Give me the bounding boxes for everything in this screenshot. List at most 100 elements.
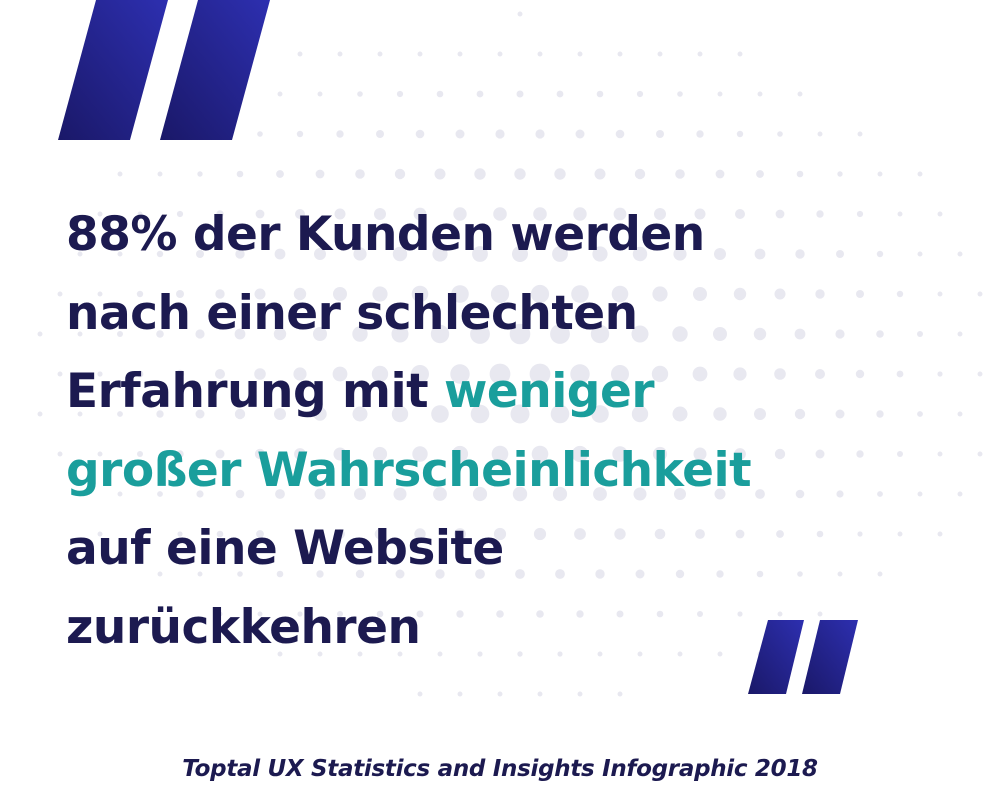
background-dot (436, 90, 444, 98)
background-dot (517, 11, 523, 17)
quote-line-2: nach einer schlechten (66, 285, 638, 341)
background-dot (215, 449, 225, 459)
background-dot (197, 571, 203, 577)
background-dot (97, 371, 103, 377)
background-dot (733, 367, 747, 381)
background-dot (957, 251, 963, 257)
background-dot (635, 569, 645, 579)
background-dot (631, 325, 649, 343)
background-dot (815, 449, 825, 459)
background-dot (297, 51, 303, 57)
background-dot (137, 531, 143, 537)
background-dot (656, 130, 664, 138)
background-dot (377, 51, 383, 57)
background-dot (175, 369, 185, 379)
background-dot (372, 286, 388, 302)
background-dot (977, 371, 983, 377)
background-dot (491, 445, 509, 463)
background-dot (857, 531, 863, 537)
background-dot (714, 488, 726, 500)
background-dot (713, 327, 727, 341)
background-dot (877, 571, 883, 577)
background-dot (754, 248, 766, 260)
background-dot (577, 691, 583, 697)
background-dot (470, 324, 490, 344)
background-dot (234, 328, 246, 340)
background-dot (517, 651, 523, 657)
background-dot (474, 168, 486, 180)
background-dot (77, 331, 83, 337)
background-dot (176, 210, 184, 218)
background-dot (196, 250, 204, 258)
background-dot (254, 368, 266, 380)
background-dot (550, 404, 570, 424)
background-dot (574, 528, 586, 540)
background-dot (594, 168, 606, 180)
background-dot (533, 527, 547, 541)
background-dot (777, 611, 783, 617)
background-dot (937, 371, 943, 377)
background-dot (295, 529, 305, 539)
background-dot (815, 289, 825, 299)
background-dot (57, 371, 63, 377)
background-dot (897, 531, 903, 537)
background-dot (117, 171, 123, 177)
background-dot (97, 451, 103, 457)
quote-highlight-1: weniger (443, 364, 655, 419)
background-dot (433, 487, 447, 501)
background-dot (917, 171, 923, 177)
background-dot (634, 168, 646, 180)
background-dot (235, 249, 245, 259)
background-dot (451, 445, 469, 463)
background-dot (557, 651, 563, 657)
background-dot (455, 129, 465, 139)
background-dot (509, 323, 531, 345)
background-dot (795, 249, 805, 259)
background-dot (393, 487, 407, 501)
background-dot (597, 651, 603, 657)
background-dot (235, 489, 245, 499)
background-dot (275, 489, 285, 499)
background-dot (611, 365, 629, 383)
background-dot (675, 169, 685, 179)
quote-text: 88% der Kunden werden nach einer schlech… (66, 196, 926, 667)
background-dot (277, 91, 283, 97)
background-dot (656, 610, 664, 618)
background-dot (577, 51, 583, 57)
background-dot (717, 91, 723, 97)
background-dot (497, 51, 503, 57)
background-dot (535, 129, 545, 139)
background-dot (896, 370, 904, 378)
background-dot (836, 250, 844, 258)
quote-line-1: 88% der Kunden werden (66, 207, 705, 262)
background-dot (777, 131, 783, 137)
background-dot (470, 404, 490, 424)
background-dot (590, 324, 610, 344)
background-dot (333, 287, 347, 301)
background-dot (434, 168, 446, 180)
background-dot (313, 327, 327, 341)
background-dot (756, 570, 764, 578)
background-dot (276, 170, 284, 178)
background-dot (117, 331, 123, 337)
background-dot (774, 288, 786, 300)
background-dot (796, 170, 804, 178)
background-dot (297, 611, 303, 617)
background-dot (697, 51, 703, 57)
background-dot (396, 90, 404, 98)
background-dot (157, 491, 163, 497)
background-dot (431, 405, 449, 423)
background-dot (554, 168, 566, 180)
background-dot (490, 284, 510, 304)
background-dot (536, 610, 544, 618)
background-dot (417, 691, 423, 697)
background-dot (489, 363, 511, 385)
background-dot (815, 369, 825, 379)
background-dot (117, 491, 123, 497)
background-dot (217, 611, 223, 617)
background-dot (537, 51, 543, 57)
background-dot (611, 285, 629, 303)
background-dot (457, 51, 463, 57)
background-dot (697, 611, 703, 617)
background-dot (512, 246, 528, 262)
